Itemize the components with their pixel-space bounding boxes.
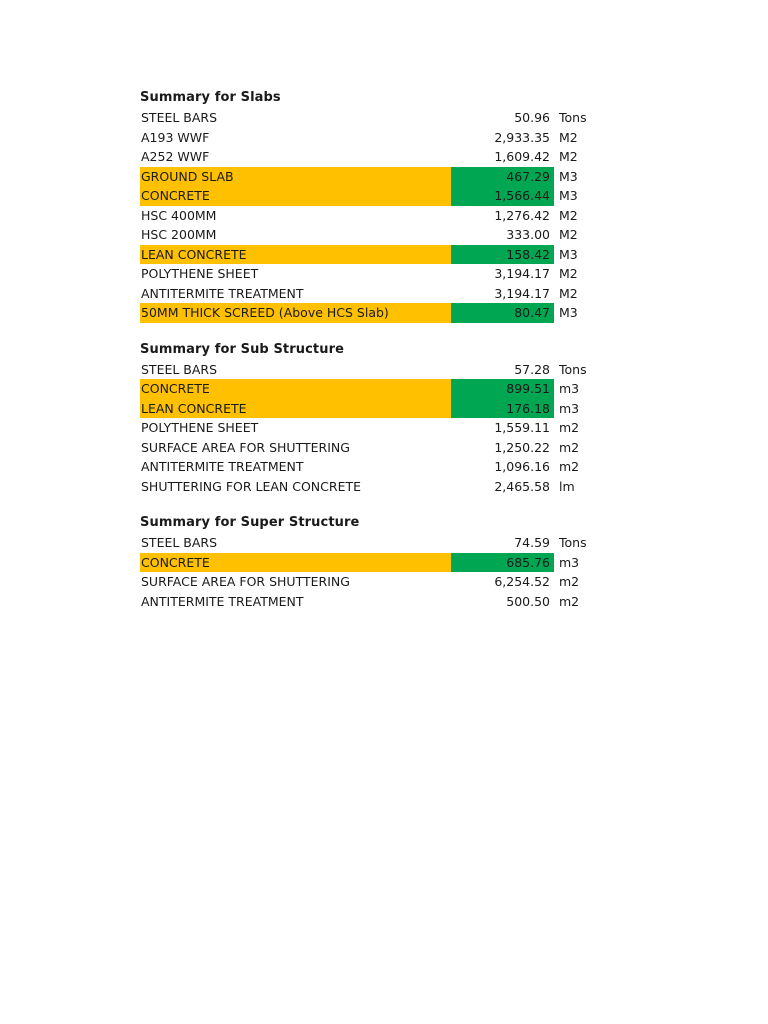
table-row: SURFACE AREA FOR SHUTTERING 1,250.22 m2 bbox=[140, 438, 587, 458]
item-unit: M2 bbox=[559, 207, 578, 223]
table-row: CONCRETE 1,566.44 M3 bbox=[140, 186, 587, 206]
summary-section: Summary for Sub Structure STEEL BARS 57.28… bbox=[140, 340, 587, 497]
table-row: 50MM THICK SCREED (Above HCS Slab) 80.47 M… bbox=[140, 303, 587, 323]
item-unit: Tons bbox=[559, 110, 587, 125]
item-unit: M3 bbox=[559, 246, 578, 262]
item-quantity: 333.00 bbox=[506, 227, 550, 242]
table-row: A252 WWF 1,609.42 M2 bbox=[140, 147, 587, 167]
table-row: STEEL BARS 50.96 Tons bbox=[140, 108, 587, 128]
item-unit: M3 bbox=[559, 305, 578, 320]
item-quantity: 500.50 bbox=[506, 593, 550, 609]
item-quantity: 176.18 bbox=[451, 398, 554, 418]
table-row: POLYTHENE SHEET 1,559.11 m2 bbox=[140, 418, 587, 438]
item-quantity: 1,559.11 bbox=[494, 420, 550, 435]
item-label: 50MM THICK SCREED (Above HCS Slab) bbox=[140, 303, 451, 323]
item-quantity: 74.59 bbox=[514, 535, 550, 550]
summary-section: Summary for Slabs STEEL BARS 50.96 Tons A193… bbox=[140, 88, 587, 323]
section-title: Summary for Super Structure bbox=[140, 515, 360, 530]
item-unit: m3 bbox=[559, 381, 580, 396]
table-row: SURFACE AREA FOR SHUTTERING 6,254.52 m2 bbox=[140, 572, 587, 592]
table-row: POLYTHENE SHEET 3,194.17 M2 bbox=[140, 264, 587, 284]
table-row: LEAN CONCRETE 176.18 m3 bbox=[140, 398, 587, 418]
item-unit: m2 bbox=[559, 574, 580, 589]
item-label: GROUND SLAB bbox=[140, 166, 451, 186]
item-label: SURFACE AREA FOR SHUTTERING bbox=[141, 574, 350, 589]
item-label: LEAN CONCRETE bbox=[140, 244, 451, 264]
item-label: CONCRETE bbox=[140, 379, 451, 399]
item-unit: m2 bbox=[559, 459, 580, 474]
item-unit: Tons bbox=[559, 535, 587, 550]
item-quantity: 57.28 bbox=[514, 361, 550, 377]
item-label: A252 WWF bbox=[141, 149, 210, 164]
item-label: ANTITERMITE TREATMENT bbox=[141, 459, 304, 474]
table-row: GROUND SLAB 467.29 M3 bbox=[140, 166, 587, 186]
table-row: CONCRETE 685.76 m3 bbox=[140, 552, 587, 572]
item-label: SHUTTERING FOR LEAN CONCRETE bbox=[141, 478, 362, 494]
item-label: A193 WWF bbox=[141, 129, 210, 145]
item-unit: M3 bbox=[559, 168, 578, 184]
item-label: CONCRETE bbox=[140, 552, 451, 572]
item-quantity: 2,933.35 bbox=[494, 129, 550, 145]
item-label: HSC 400MM bbox=[141, 207, 217, 223]
item-quantity: 50.96 bbox=[514, 110, 550, 125]
table-row: HSC 200MM 333.00 M2 bbox=[140, 225, 587, 245]
item-quantity: 3,194.17 bbox=[494, 266, 550, 281]
item-quantity: 2,465.58 bbox=[494, 478, 550, 494]
section-title: Summary for Slabs bbox=[140, 90, 281, 105]
item-unit: lm bbox=[559, 478, 575, 494]
table-row: ANTITERMITE TREATMENT 3,194.17 M2 bbox=[140, 284, 587, 304]
table-row: ANTITERMITE TREATMENT 1,096.16 m2 bbox=[140, 457, 587, 477]
table-row: ANTITERMITE TREATMENT 500.50 m2 bbox=[140, 592, 587, 612]
item-quantity: 1,609.42 bbox=[494, 149, 550, 164]
item-quantity: 1,566.44 bbox=[451, 186, 554, 206]
table-row: SHUTTERING FOR LEAN CONCRETE 2,465.58 lm bbox=[140, 477, 587, 497]
item-label: STEEL BARS bbox=[141, 361, 218, 377]
table-row: HSC 400MM 1,276.42 M2 bbox=[140, 206, 587, 226]
item-quantity: 685.76 bbox=[451, 552, 554, 572]
item-unit: Tons bbox=[559, 361, 587, 377]
item-unit: m3 bbox=[559, 400, 580, 416]
section-title: Summary for Sub Structure bbox=[140, 341, 345, 357]
item-quantity: 1,276.42 bbox=[494, 207, 550, 223]
item-quantity: 1,096.16 bbox=[494, 459, 550, 474]
summary-section: Summary for Super Structure STEEL BARS 74.… bbox=[140, 513, 587, 611]
item-unit: m2 bbox=[559, 593, 580, 609]
item-quantity: 467.29 bbox=[451, 166, 554, 186]
item-unit: m3 bbox=[559, 554, 580, 570]
item-quantity: 6,254.52 bbox=[494, 574, 550, 589]
item-label: SURFACE AREA FOR SHUTTERING bbox=[141, 439, 350, 455]
item-quantity: 158.42 bbox=[451, 244, 554, 264]
summary-tables: Summary for Slabs STEEL BARS 50.96 Tons A193… bbox=[140, 88, 587, 611]
item-unit: M2 bbox=[559, 129, 578, 145]
item-unit: M2 bbox=[559, 227, 578, 242]
item-unit: M2 bbox=[559, 266, 578, 281]
item-quantity: 1,250.22 bbox=[494, 439, 550, 455]
item-label: ANTITERMITE TREATMENT bbox=[141, 285, 304, 301]
item-label: POLYTHENE SHEET bbox=[141, 420, 259, 435]
item-unit: M2 bbox=[559, 149, 578, 164]
item-label: LEAN CONCRETE bbox=[140, 398, 451, 418]
item-unit: m2 bbox=[559, 420, 580, 435]
table-row: STEEL BARS 57.28 Tons bbox=[140, 360, 587, 380]
item-unit: M3 bbox=[559, 188, 578, 203]
item-label: HSC 200MM bbox=[141, 227, 217, 242]
item-label: STEEL BARS bbox=[141, 535, 218, 550]
table-row: LEAN CONCRETE 158.42 M3 bbox=[140, 244, 587, 264]
item-quantity: 899.51 bbox=[451, 379, 554, 399]
item-label: POLYTHENE SHEET bbox=[141, 266, 259, 281]
item-unit: m2 bbox=[559, 439, 580, 455]
item-quantity: 80.47 bbox=[451, 303, 554, 323]
item-quantity: 3,194.17 bbox=[494, 285, 550, 301]
item-label: STEEL BARS bbox=[141, 110, 218, 125]
table-row: A193 WWF 2,933.35 M2 bbox=[140, 128, 587, 148]
table-row: CONCRETE 899.51 m3 bbox=[140, 379, 587, 399]
table-row: STEEL BARS 74.59 Tons bbox=[140, 533, 587, 553]
item-unit: M2 bbox=[559, 285, 578, 301]
item-label: ANTITERMITE TREATMENT bbox=[141, 593, 304, 609]
item-label: CONCRETE bbox=[140, 186, 451, 206]
